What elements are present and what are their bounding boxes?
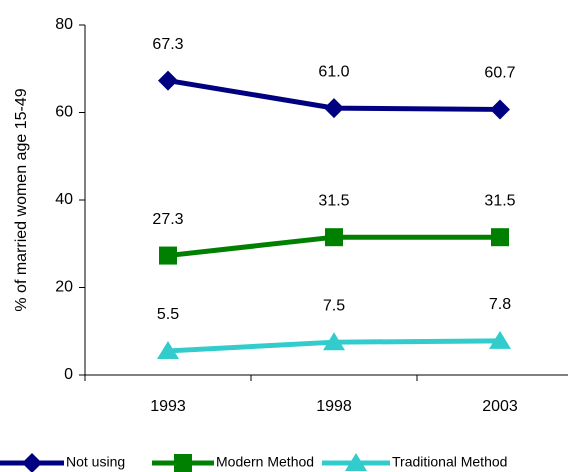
- y-tick-label: 80: [55, 16, 73, 33]
- x-tick-label: 1998: [316, 398, 352, 415]
- data-point: [158, 70, 178, 91]
- legend-label: Traditional Method: [392, 454, 507, 470]
- data-point: [490, 99, 510, 120]
- value-label: 7.8: [489, 296, 511, 313]
- y-axis-title: % of married women age 15-49: [13, 88, 30, 311]
- x-tick-label: 2003: [482, 398, 518, 415]
- value-label: 31.5: [484, 192, 515, 209]
- value-label: 7.5: [323, 297, 345, 314]
- value-label: 61.0: [318, 63, 349, 80]
- y-tick-label: 20: [55, 279, 73, 296]
- data-point: [325, 228, 343, 247]
- y-tick-label: 0: [64, 366, 73, 383]
- legend-label: Not using: [66, 454, 125, 470]
- value-label: 5.5: [157, 306, 179, 323]
- legend-marker: [22, 453, 42, 472]
- value-label: 27.3: [152, 211, 183, 228]
- data-point: [159, 246, 177, 265]
- legend-marker: [345, 453, 367, 471]
- legend-label: Modern Method: [216, 454, 314, 470]
- x-tick-label: 1993: [150, 398, 186, 415]
- data-point: [491, 228, 509, 247]
- data-point: [324, 98, 344, 119]
- value-label: 67.3: [152, 36, 183, 53]
- y-tick-label: 40: [55, 191, 73, 208]
- value-label: 31.5: [318, 192, 349, 209]
- legend-marker: [174, 454, 192, 472]
- value-label: 60.7: [484, 65, 515, 82]
- data-point: [489, 330, 511, 349]
- y-tick-label: 60: [55, 104, 73, 121]
- data-point: [323, 332, 345, 351]
- data-point: [157, 340, 179, 359]
